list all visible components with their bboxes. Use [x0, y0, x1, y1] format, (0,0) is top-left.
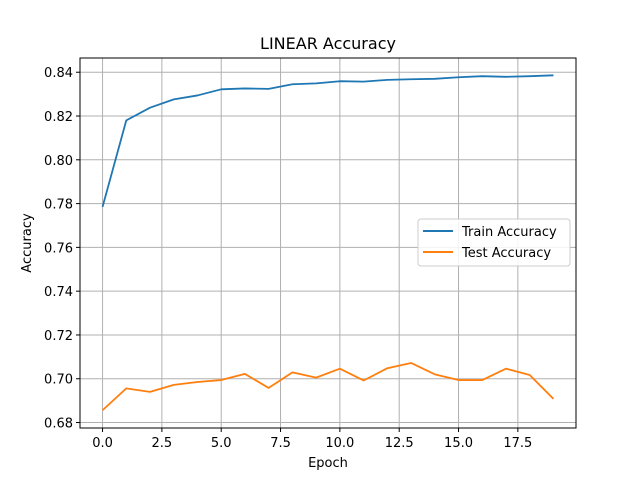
x-tick-label: 17.5: [503, 436, 532, 451]
legend: Train Accuracy Test Accuracy: [417, 218, 571, 267]
series-line-train-accuracy: [101, 74, 554, 208]
y-tick-label: 0.68: [44, 417, 73, 432]
chart-title: LINEAR Accuracy: [260, 34, 396, 53]
legend-label-test: Test Accuracy: [461, 246, 551, 261]
x-axis-ticks: 0.0 2.5 5.0 7.5 10.0 12.5 15.0 17.5: [92, 428, 532, 451]
y-axis-label: Accuracy: [20, 213, 35, 273]
y-tick-label: 0.76: [44, 241, 73, 256]
x-tick-label: 5.0: [211, 436, 232, 451]
y-tick-label: 0.72: [44, 329, 73, 344]
x-tick-label: 15.0: [444, 436, 473, 451]
y-axis-ticks: 0.68 0.70 0.72 0.74 0.76 0.78 0.80 0.82 0.84: [44, 66, 80, 432]
x-tick-label: 7.5: [270, 436, 291, 451]
x-tick-label: 2.5: [152, 436, 173, 451]
grid: [80, 58, 576, 428]
plot-frame: [79, 57, 577, 429]
x-axis-label: Epoch: [308, 456, 348, 471]
legend-box: [417, 218, 571, 267]
y-tick-label: 0.84: [44, 66, 73, 81]
series-layer: [101, 74, 555, 411]
y-tick-label: 0.80: [44, 154, 73, 169]
x-tick-label: 12.5: [385, 436, 414, 451]
x-tick-label: 0.0: [92, 436, 113, 451]
y-tick-label: 0.70: [44, 373, 73, 388]
y-tick-label: 0.74: [44, 285, 73, 300]
x-tick-label: 10.0: [325, 436, 354, 451]
y-tick-label: 0.82: [44, 110, 73, 125]
legend-label-train: Train Accuracy: [461, 225, 557, 240]
series-line-test-accuracy: [101, 362, 555, 411]
y-tick-label: 0.78: [44, 198, 73, 213]
